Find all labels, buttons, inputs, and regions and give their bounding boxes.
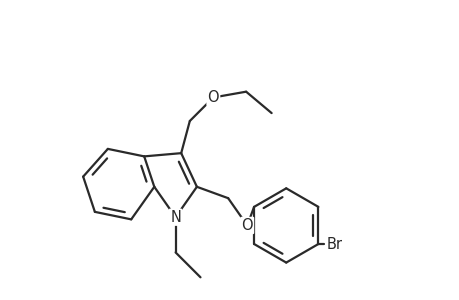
Text: O: O [241,218,252,233]
Text: O: O [207,90,218,105]
Text: Br: Br [326,236,342,251]
Text: N: N [170,210,181,225]
